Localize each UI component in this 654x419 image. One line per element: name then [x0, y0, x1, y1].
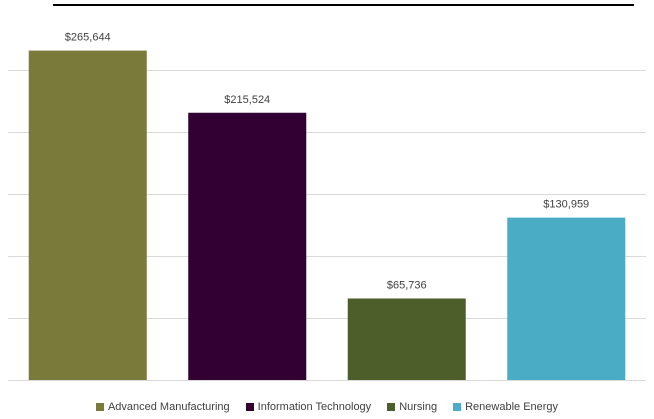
legend-swatch	[95, 403, 104, 411]
legend-label: Information Technology	[257, 401, 372, 413]
data-label: $65,736	[387, 279, 427, 291]
legend-item: Advanced Manufacturing	[95, 401, 230, 413]
legend: Advanced Manufacturing Information Techno…	[0, 401, 654, 413]
legend-item: Nursing	[387, 401, 437, 413]
bar-advanced-manufacturing	[28, 50, 147, 380]
legend-swatch	[453, 403, 462, 411]
legend-swatch	[245, 403, 254, 411]
data-label: $215,524	[224, 94, 270, 106]
bars	[28, 50, 626, 380]
legend-label: Advanced Manufacturing	[107, 401, 230, 413]
data-label: $130,959	[543, 199, 589, 211]
data-labels: $265,644 $215,524 $65,736 $130,959	[65, 32, 589, 292]
legend-item: Information Technology	[245, 401, 372, 413]
legend-label: Nursing	[399, 401, 438, 413]
legend-label: Renewable Energy	[465, 401, 559, 413]
data-label: $265,644	[65, 32, 111, 44]
legend-item: Renewable Energy	[453, 401, 558, 413]
bar-chart: $265,644 $215,524 $65,736 $130,959	[8, 4, 646, 381]
bar-renewable-energy	[507, 217, 626, 380]
bar-information-technology	[188, 112, 307, 380]
legend-swatch	[387, 403, 396, 411]
bar-nursing	[347, 298, 466, 380]
